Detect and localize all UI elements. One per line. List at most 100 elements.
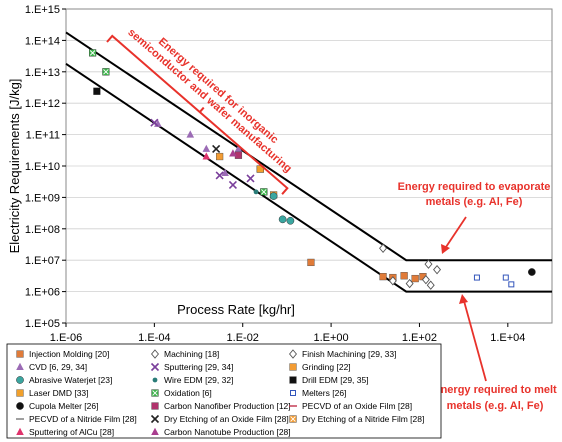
- data-point: [229, 149, 237, 157]
- data-point: [228, 180, 237, 189]
- data-points: [89, 49, 536, 290]
- annotation-semiconductor: Energy required for inorganicsemiconduct…: [106, 26, 294, 195]
- legend-label: Oxidation [6]: [164, 388, 212, 398]
- legend-label: PECVD of a Nitride Film [28]: [29, 414, 137, 424]
- legend-label: Machining [18]: [164, 349, 219, 359]
- y-tick-label: 1.E+14: [25, 35, 60, 47]
- legend-marker: [150, 414, 160, 424]
- data-point: [502, 274, 509, 281]
- data-point: [102, 68, 110, 76]
- y-axis-title: Electricity Requirements [J/kg]: [7, 79, 22, 254]
- legend-marker: [289, 349, 297, 359]
- y-tick-label: 1.E+08: [25, 224, 60, 236]
- data-point: [246, 174, 255, 183]
- legend-marker: [289, 415, 297, 423]
- legend-label: Carbon Nanotube Production [28]: [164, 427, 291, 437]
- data-point: [421, 274, 430, 285]
- axes: 1.E+05 1.E+06 1.E+07 1.E+08 1.E+09 1.E+10 1.E+…: [7, 4, 553, 344]
- legend-label: Dry Etching of an Oxide Film [28]: [164, 414, 289, 424]
- data-point: [400, 272, 408, 280]
- data-point: [150, 118, 159, 127]
- annotation-evaporate-text: Energy required to evaporate: [398, 181, 551, 193]
- data-point: [388, 276, 397, 286]
- legend-marker: [151, 427, 159, 435]
- annotation-evaporate-arrow: [445, 216, 467, 248]
- y-tick-label: 1.E+12: [25, 98, 60, 110]
- legend-label: Sputtering [29, 34]: [164, 362, 233, 372]
- legend-label: Dry Etching of a Nitride Film [28]: [302, 414, 424, 424]
- data-point: [93, 87, 101, 95]
- legend-label: Grinding [22]: [302, 362, 351, 372]
- legend-label: Melters [26]: [302, 388, 346, 398]
- x-tick-label: 1.E-02: [227, 332, 259, 344]
- data-point: [433, 264, 442, 275]
- legend-label: Wire EDM [29, 32]: [164, 375, 233, 385]
- data-point: [508, 281, 515, 288]
- data-point: [215, 171, 224, 180]
- x-tick-label: 1.E-06: [50, 332, 82, 344]
- legend-marker: [16, 350, 24, 358]
- annotation-text: semiconductor and wafer manufacturing: [125, 26, 293, 175]
- data-point: [216, 152, 224, 161]
- data-point: [379, 243, 388, 253]
- y-tick-label: 1.E+13: [25, 67, 60, 79]
- data-point: [186, 130, 195, 138]
- boundary-line-upper: [65, 31, 552, 262]
- legend-label: Injection Molding [20]: [29, 349, 109, 359]
- legend-marker: [16, 362, 24, 370]
- data-point: [221, 168, 229, 176]
- legend-marker: [16, 402, 24, 410]
- data-point: [212, 144, 221, 153]
- y-tick-label: 1.E+07: [25, 255, 60, 267]
- legend-box: [6, 343, 442, 439]
- data-point: [89, 49, 97, 57]
- x-tick-label: 1.E-04: [138, 332, 170, 344]
- data-point: [424, 259, 433, 269]
- legend-label: Finish Machining [29, 33]: [302, 349, 397, 359]
- legend-label: Sputtering of AlCu [28]: [29, 427, 114, 437]
- y-tick-label: 1.E+05: [25, 318, 60, 330]
- legend-marker: [290, 390, 296, 396]
- legend-marker: [151, 349, 159, 359]
- annotation-melt-arrowhead: [459, 294, 468, 304]
- y-tick-label: 1.E+15: [25, 4, 60, 16]
- data-point: [405, 278, 414, 289]
- legend-label: Drill EDM [29, 35]: [302, 375, 369, 385]
- legend-label: Laser DMD [33]: [29, 388, 89, 398]
- data-point: [260, 188, 268, 196]
- data-point: [253, 189, 259, 195]
- x-tick-label: 1.E+00: [314, 332, 349, 344]
- annotation-evaporate-text: metals (e.g. Al, Fe): [426, 196, 523, 208]
- legend-marker: [16, 427, 24, 435]
- legend-label: Carbon Nanofiber Production [12]: [164, 401, 291, 411]
- data-point: [269, 192, 278, 200]
- y-tick-label: 1.E+11: [26, 130, 60, 142]
- legend-marker: [151, 402, 159, 410]
- legend-marker: [289, 363, 297, 371]
- y-tick-label: 1.E+09: [25, 192, 60, 204]
- annotation-evaporate-arrowhead: [441, 244, 450, 254]
- annotation-bracket-tick: [199, 106, 205, 113]
- annotation-melt-text: metals (e.g. Al, Fe): [447, 400, 544, 412]
- boundary-lines: [65, 31, 552, 293]
- legend-label: CVD [6, 29, 34]: [29, 362, 87, 372]
- legend-label: Cupola Melter [26]: [29, 401, 98, 411]
- data-point: [426, 280, 435, 290]
- data-point: [528, 268, 536, 276]
- x-tick-label: 1.E+02: [402, 332, 437, 344]
- data-point: [202, 152, 211, 160]
- legend-marker: [289, 376, 297, 384]
- data-point: [278, 215, 287, 224]
- legend-marker: [16, 389, 24, 397]
- data-point: [202, 144, 211, 152]
- boundary-line-lower: [65, 62, 552, 293]
- legend-marker: [16, 376, 24, 384]
- x-tick-label: 1.E+04: [490, 332, 525, 344]
- y-tick-label: 1.E+10: [25, 161, 60, 173]
- data-point: [379, 273, 387, 281]
- annotation-melt-arrow: [463, 300, 487, 382]
- data-point: [307, 258, 315, 267]
- legend-marker: [150, 362, 160, 372]
- annotation-melt-text: Energy required to melt: [433, 384, 557, 396]
